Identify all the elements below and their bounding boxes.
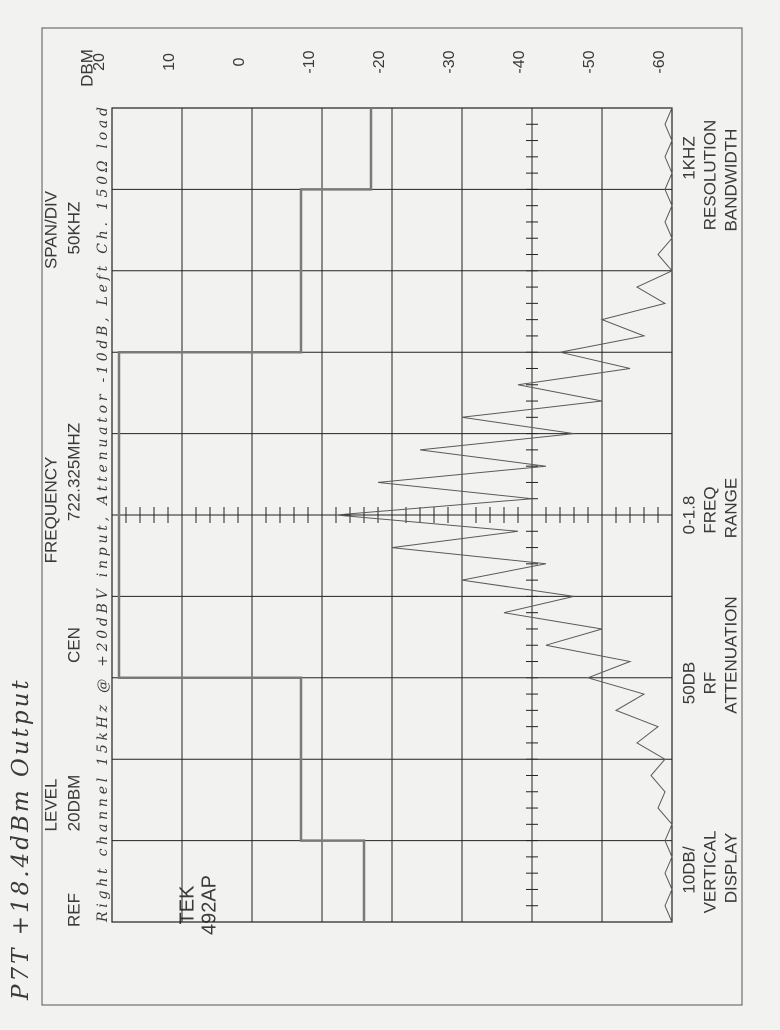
setting-label: BANDWIDTH bbox=[721, 129, 740, 232]
page-border bbox=[41, 27, 743, 1006]
setting-value: 10DB/ bbox=[679, 846, 698, 894]
y-tick-label: -30 bbox=[441, 50, 458, 73]
y-tick-label: -20 bbox=[371, 50, 388, 73]
y-tick-label: -10 bbox=[301, 50, 318, 73]
spectrum-trace bbox=[335, 107, 673, 923]
setting-value: 0-1.8 bbox=[679, 496, 698, 535]
axis-label: DBM bbox=[77, 49, 96, 87]
mask-trace bbox=[117, 108, 373, 922]
setting-label: ATTENUATION bbox=[721, 596, 740, 713]
chart-title: P7T +18.4dBm Output bbox=[8, 677, 34, 1001]
y-tick-label: -60 bbox=[651, 50, 668, 73]
setting-value: 1KHZ bbox=[679, 136, 698, 179]
instrument: TEK bbox=[176, 885, 198, 925]
setting-label: LEVEL bbox=[41, 779, 60, 832]
setting-label: DISPLAY bbox=[721, 833, 740, 904]
setting-label: RANGE bbox=[721, 478, 740, 538]
y-tick-label: 20 bbox=[91, 53, 108, 71]
y-tick-label: -40 bbox=[511, 50, 528, 73]
setting-label: FREQUENCY bbox=[41, 457, 60, 564]
setting-label: RF bbox=[700, 672, 719, 695]
setting-label: CEN bbox=[64, 627, 83, 663]
setting-label: RESOLUTION bbox=[700, 120, 719, 231]
y-tick-label: -50 bbox=[581, 50, 598, 73]
setting-label: SPAN/DIV bbox=[41, 190, 60, 269]
setting-label: FREQ bbox=[700, 486, 719, 533]
setting-value: 20DBM bbox=[64, 775, 83, 832]
setting-label: VERTICAL bbox=[700, 831, 719, 914]
y-tick-label: 0 bbox=[231, 57, 248, 66]
setting-value: 50DB bbox=[679, 662, 698, 705]
setting-label: REF bbox=[64, 893, 83, 927]
setting-value: 50KHZ bbox=[64, 202, 83, 255]
setting-value: 722.325MHZ bbox=[64, 423, 83, 521]
instrument: 492AP bbox=[198, 875, 220, 935]
y-tick-label: 10 bbox=[161, 53, 178, 71]
